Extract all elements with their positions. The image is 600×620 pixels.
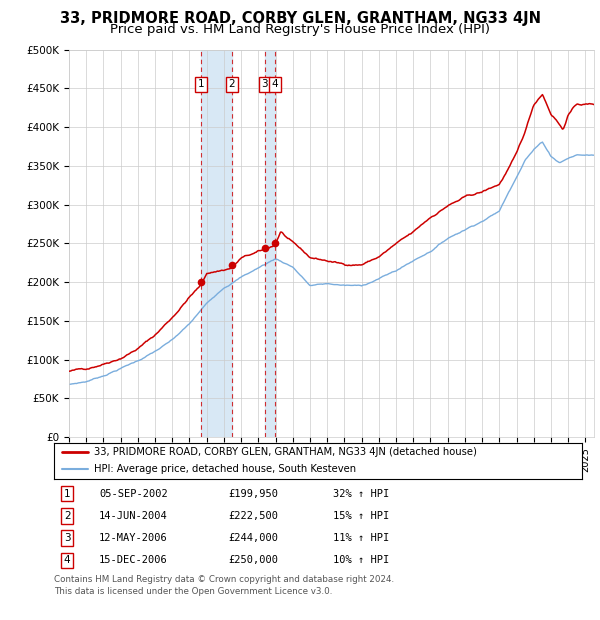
Text: 05-SEP-2002: 05-SEP-2002 — [99, 489, 168, 498]
Text: 2: 2 — [64, 511, 71, 521]
Text: 33, PRIDMORE ROAD, CORBY GLEN, GRANTHAM, NG33 4JN (detached house): 33, PRIDMORE ROAD, CORBY GLEN, GRANTHAM,… — [94, 448, 476, 458]
Text: 11% ↑ HPI: 11% ↑ HPI — [333, 533, 389, 543]
Text: 32% ↑ HPI: 32% ↑ HPI — [333, 489, 389, 498]
Text: HPI: Average price, detached house, South Kesteven: HPI: Average price, detached house, Sout… — [94, 464, 356, 474]
Text: £199,950: £199,950 — [228, 489, 278, 498]
Text: Price paid vs. HM Land Registry's House Price Index (HPI): Price paid vs. HM Land Registry's House … — [110, 23, 490, 36]
Text: 33, PRIDMORE ROAD, CORBY GLEN, GRANTHAM, NG33 4JN: 33, PRIDMORE ROAD, CORBY GLEN, GRANTHAM,… — [59, 11, 541, 25]
Text: 3: 3 — [64, 533, 71, 543]
Bar — [265, 50, 275, 437]
Text: 15% ↑ HPI: 15% ↑ HPI — [333, 511, 389, 521]
Text: £250,000: £250,000 — [228, 556, 278, 565]
Text: Contains HM Land Registry data © Crown copyright and database right 2024.: Contains HM Land Registry data © Crown c… — [54, 575, 394, 584]
Bar — [201, 50, 232, 437]
Text: 12-MAY-2006: 12-MAY-2006 — [99, 533, 168, 543]
Text: £222,500: £222,500 — [228, 511, 278, 521]
Text: 2: 2 — [229, 79, 235, 89]
Text: 15-DEC-2006: 15-DEC-2006 — [99, 556, 168, 565]
Text: 3: 3 — [261, 79, 268, 89]
Text: This data is licensed under the Open Government Licence v3.0.: This data is licensed under the Open Gov… — [54, 587, 332, 596]
Text: 4: 4 — [272, 79, 278, 89]
Text: 1: 1 — [64, 489, 71, 498]
Text: 10% ↑ HPI: 10% ↑ HPI — [333, 556, 389, 565]
Text: 1: 1 — [198, 79, 205, 89]
Text: 4: 4 — [64, 556, 71, 565]
Text: 14-JUN-2004: 14-JUN-2004 — [99, 511, 168, 521]
Text: £244,000: £244,000 — [228, 533, 278, 543]
